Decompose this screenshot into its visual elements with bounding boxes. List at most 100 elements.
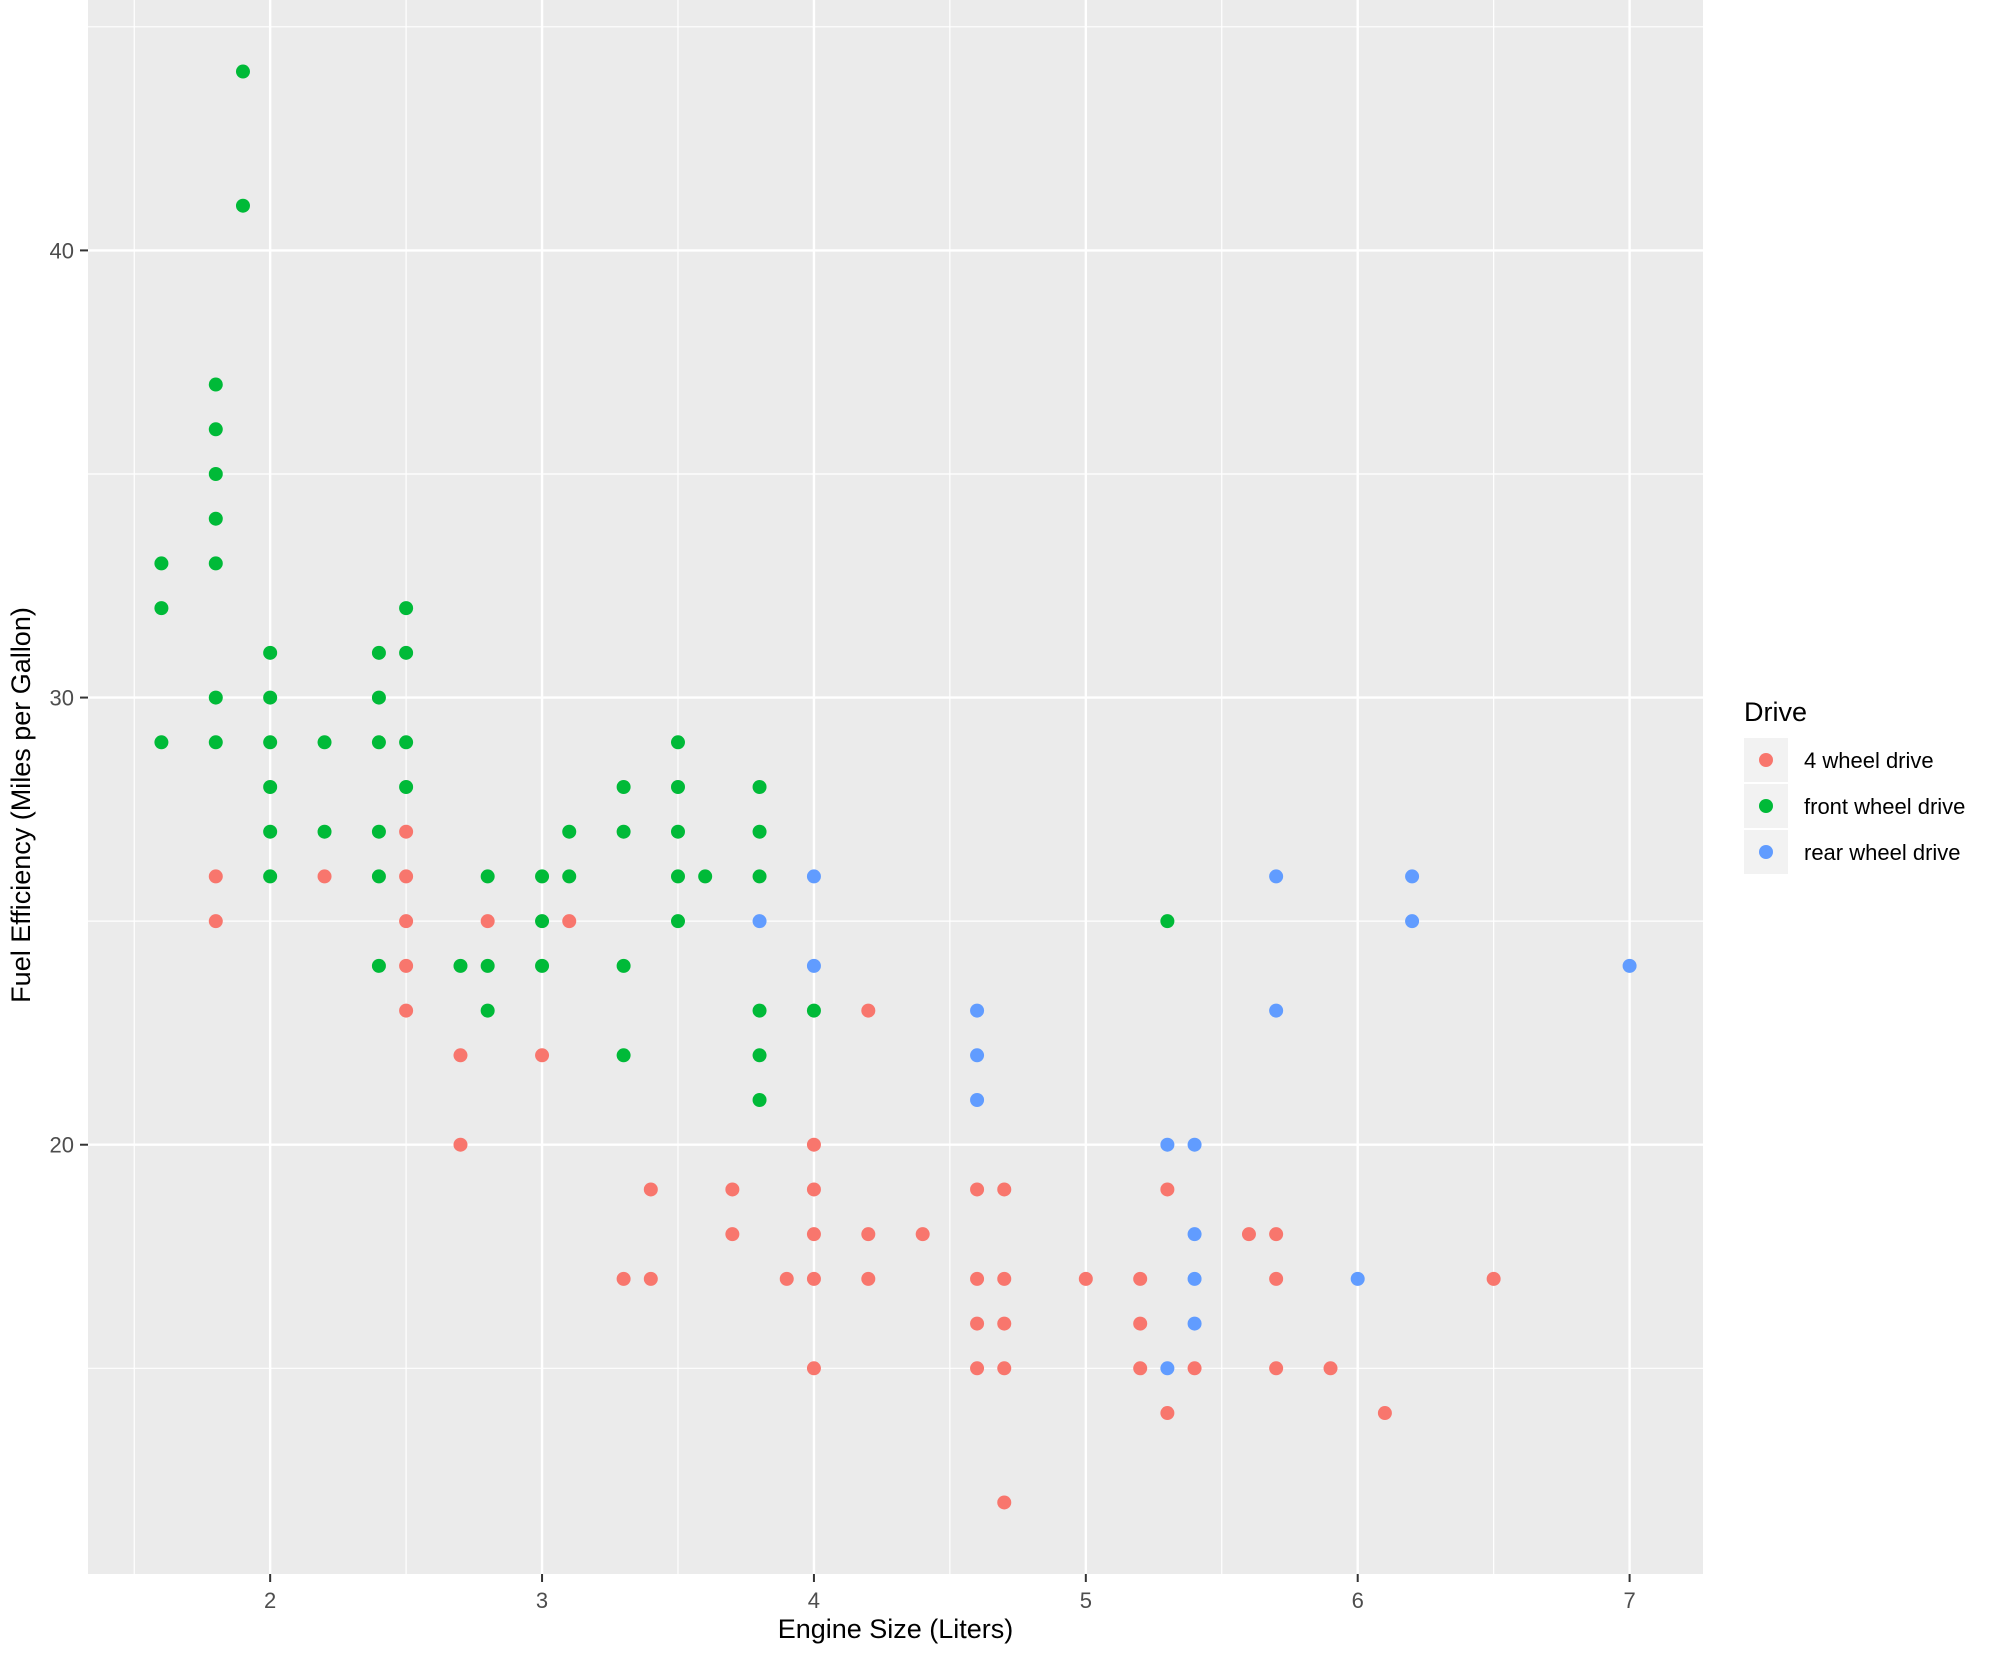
legend: Drive 4 wheel drive front wheel drive rear … bbox=[1744, 697, 1965, 874]
data-point bbox=[263, 645, 278, 660]
data-point bbox=[779, 1271, 794, 1286]
legend-entry-label: front wheel drive bbox=[1804, 794, 1965, 819]
series-rear-wheel-drive bbox=[752, 869, 1637, 1376]
data-point bbox=[263, 690, 278, 705]
data-point bbox=[752, 869, 767, 884]
data-point bbox=[535, 958, 550, 973]
data-point bbox=[752, 1048, 767, 1063]
data-point bbox=[263, 780, 278, 794]
data-point bbox=[399, 735, 414, 750]
data-point bbox=[480, 1003, 495, 1018]
data-point bbox=[997, 1495, 1012, 1510]
data-point bbox=[806, 869, 821, 884]
data-point bbox=[399, 645, 414, 660]
data-point bbox=[752, 914, 767, 929]
x-tick-label: 7 bbox=[1623, 1588, 1635, 1613]
data-point bbox=[1323, 1361, 1338, 1376]
data-point bbox=[1269, 1003, 1284, 1018]
data-point bbox=[562, 824, 577, 839]
data-point bbox=[997, 1182, 1012, 1197]
data-point bbox=[399, 1003, 414, 1018]
data-point bbox=[1187, 1361, 1202, 1376]
data-point bbox=[453, 1048, 468, 1063]
data-point bbox=[970, 1182, 985, 1197]
data-point bbox=[1160, 1361, 1175, 1376]
y-axis-title: Fuel Efficiency (Miles per Gallon) bbox=[6, 607, 36, 1003]
data-point bbox=[725, 1227, 740, 1242]
data-point bbox=[1133, 1316, 1148, 1331]
data-point bbox=[997, 1361, 1012, 1376]
axes: 2 3 4 5 6 7 20 30 40 bbox=[50, 238, 1636, 1613]
data-point bbox=[1160, 1137, 1175, 1152]
legend-title: Drive bbox=[1744, 697, 1807, 727]
data-point bbox=[1133, 1271, 1148, 1286]
data-point bbox=[970, 1271, 985, 1286]
data-point bbox=[480, 869, 495, 884]
data-point bbox=[399, 914, 414, 929]
data-point bbox=[1160, 1406, 1175, 1421]
x-tick-label: 5 bbox=[1080, 1588, 1092, 1613]
data-point bbox=[562, 914, 577, 929]
data-point bbox=[970, 1316, 985, 1331]
data-point bbox=[1405, 914, 1420, 929]
series-4-wheel-drive bbox=[208, 824, 1501, 1510]
data-point bbox=[970, 1361, 985, 1376]
data-point bbox=[861, 1271, 876, 1286]
x-axis-title: Engine Size (Liters) bbox=[778, 1614, 1014, 1644]
data-point bbox=[806, 1182, 821, 1197]
data-point bbox=[208, 735, 223, 750]
data-point bbox=[208, 869, 223, 884]
legend-key-swatch bbox=[1759, 753, 1773, 767]
data-point bbox=[1405, 869, 1420, 884]
data-point bbox=[1133, 1361, 1148, 1376]
x-tick-label: 3 bbox=[536, 1588, 548, 1613]
x-tick-label: 6 bbox=[1352, 1588, 1364, 1613]
data-point bbox=[235, 64, 250, 79]
y-tick-label: 40 bbox=[50, 238, 74, 263]
data-point bbox=[670, 914, 685, 929]
data-point bbox=[371, 958, 386, 973]
legend-key-swatch bbox=[1759, 845, 1773, 859]
data-point bbox=[208, 511, 223, 526]
data-point bbox=[535, 869, 550, 884]
data-point bbox=[698, 869, 713, 884]
data-point bbox=[154, 601, 169, 616]
data-point bbox=[1187, 1271, 1202, 1286]
legend-key-swatch bbox=[1759, 799, 1773, 813]
data-point bbox=[806, 1271, 821, 1286]
data-point bbox=[371, 690, 386, 705]
data-point bbox=[806, 1361, 821, 1376]
data-point bbox=[317, 869, 332, 884]
y-tick-label: 20 bbox=[50, 1133, 74, 1158]
data-point bbox=[399, 780, 414, 794]
data-point bbox=[643, 1182, 658, 1197]
data-point bbox=[1187, 1227, 1202, 1242]
data-point bbox=[263, 735, 278, 750]
data-point bbox=[752, 1093, 767, 1108]
data-point bbox=[154, 735, 169, 750]
data-point bbox=[806, 1003, 821, 1018]
data-point bbox=[263, 869, 278, 884]
data-point bbox=[208, 914, 223, 929]
data-point bbox=[399, 824, 414, 839]
legend-entry-label: rear wheel drive bbox=[1804, 840, 1961, 865]
data-point bbox=[1078, 1271, 1093, 1286]
data-point bbox=[208, 690, 223, 705]
data-point bbox=[1269, 1271, 1284, 1286]
plot-area bbox=[88, 0, 1703, 1574]
data-point bbox=[725, 1182, 740, 1197]
data-point bbox=[1241, 1227, 1256, 1242]
data-point bbox=[1187, 1316, 1202, 1331]
data-point bbox=[317, 735, 332, 750]
data-point bbox=[1160, 1182, 1175, 1197]
data-point bbox=[970, 1048, 985, 1063]
data-point bbox=[399, 869, 414, 884]
x-tick-label: 4 bbox=[808, 1588, 820, 1613]
data-point bbox=[670, 735, 685, 750]
data-point bbox=[535, 1048, 550, 1063]
data-point bbox=[1269, 1227, 1284, 1242]
data-point bbox=[399, 958, 414, 973]
legend-entry-label: 4 wheel drive bbox=[1804, 748, 1934, 773]
